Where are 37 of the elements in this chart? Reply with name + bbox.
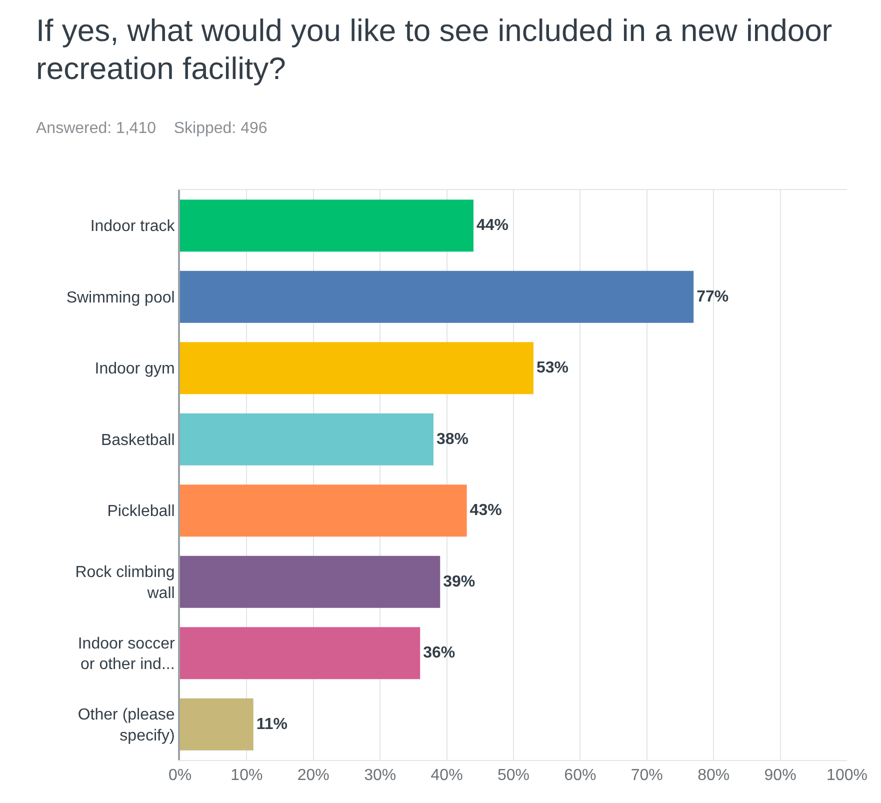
data-label: 36% <box>423 644 456 662</box>
bar <box>180 698 254 750</box>
x-tick-label: 20% <box>297 767 330 784</box>
data-label: 44% <box>476 217 509 234</box>
x-tick-label: 90% <box>764 767 796 784</box>
y-tick-label: Basketball <box>100 432 175 449</box>
y-tick-label: Pickleball <box>107 503 175 520</box>
y-tick-label: Swimming pool <box>66 289 175 306</box>
x-tick-label: 60% <box>564 767 596 784</box>
bar <box>180 627 420 680</box>
y-tick-label: Other (please specify) <box>78 706 175 744</box>
data-label: 39% <box>443 573 476 590</box>
y-tick-label: Indoor gym <box>94 360 175 378</box>
x-tick-label: 50% <box>497 767 530 784</box>
y-tick-label: Indoor soccer or other ind... <box>78 635 176 674</box>
bar <box>180 556 440 608</box>
bar <box>180 484 467 537</box>
data-label: 43% <box>470 502 502 520</box>
data-label: 11% <box>256 716 288 733</box>
y-tick-label: Indoor track <box>90 218 176 236</box>
data-label: 53% <box>536 360 569 377</box>
chart-subtitle: Answered: 1,410 Skipped: 496 <box>36 120 268 138</box>
chart-title: If yes, what would you like to see included in a new indoor recreation facility? <box>36 12 834 88</box>
x-tick-label: 70% <box>630 767 663 784</box>
bar <box>180 270 694 323</box>
bar <box>180 413 434 466</box>
data-label: 38% <box>436 430 468 448</box>
bar <box>180 200 474 252</box>
x-tick-label: 80% <box>698 767 730 784</box>
x-tick-label: 100% <box>826 767 868 784</box>
x-tick-label: 10% <box>230 767 263 784</box>
x-tick-label: 30% <box>364 767 396 784</box>
y-tick-label: Rock climbing wall <box>75 564 175 602</box>
bar <box>180 342 534 394</box>
data-label: 77% <box>696 288 729 306</box>
x-tick-label: 40% <box>430 767 463 784</box>
x-tick-label: 0% <box>168 767 192 784</box>
